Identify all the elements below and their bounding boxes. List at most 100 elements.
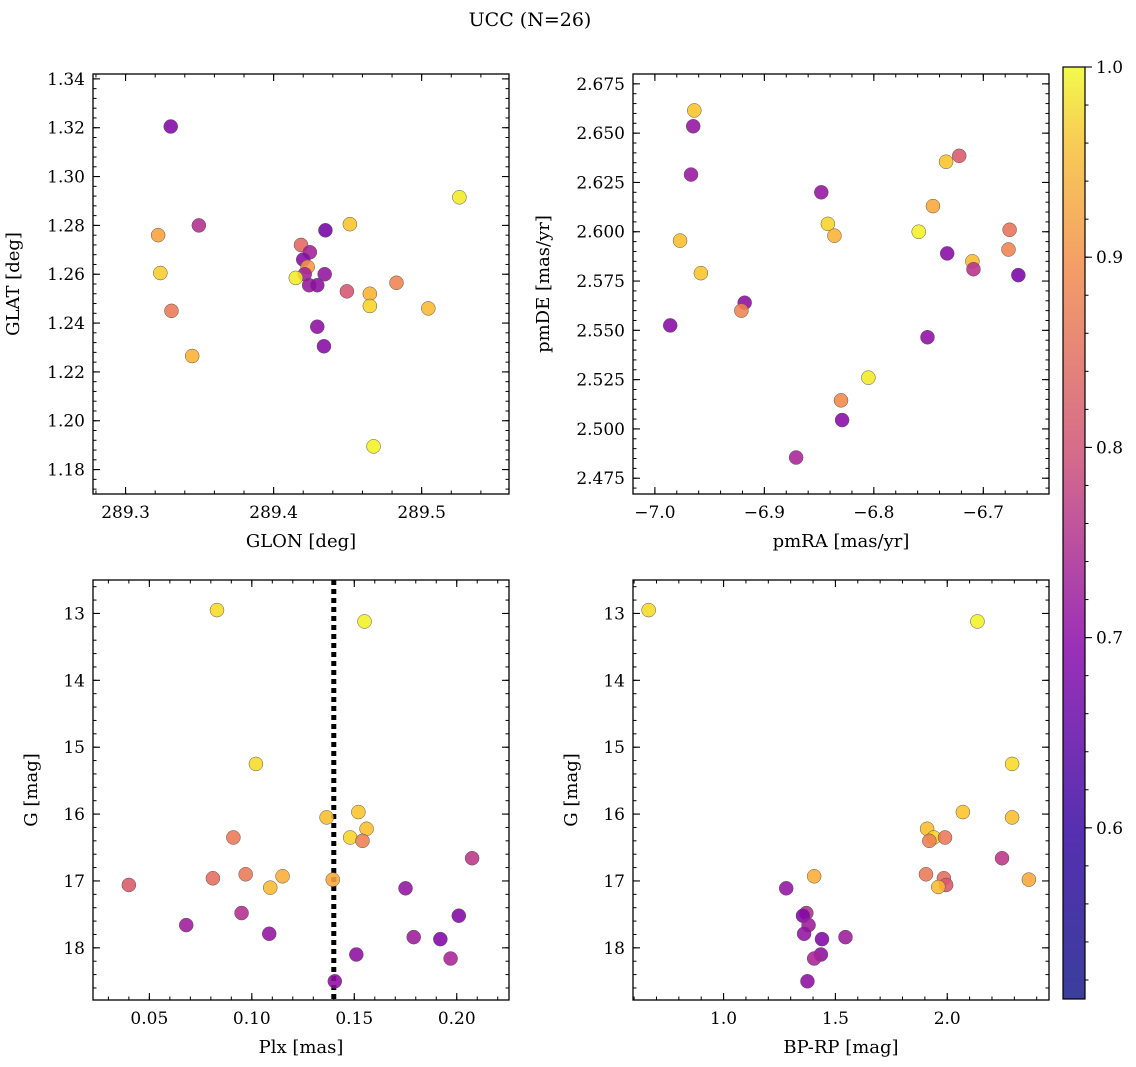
data-point: [184, 348, 200, 364]
data-point: [1021, 872, 1037, 887]
data-point: [389, 275, 404, 291]
x-tick-label: 0.10: [233, 1009, 271, 1029]
data-point: [209, 602, 225, 618]
x-axis-label: BP-RP [mag]: [783, 1037, 898, 1058]
data-point: [920, 329, 935, 345]
data-point: [433, 931, 448, 947]
data-point: [918, 867, 934, 882]
y-tick-label: 2.625: [576, 173, 625, 193]
data-point: [263, 880, 278, 895]
x-tick-label: 289.4: [249, 503, 298, 523]
data-point: [362, 286, 378, 302]
x-tick-label: 289.5: [397, 503, 446, 523]
data-point: [641, 602, 656, 618]
x-tick-label: −6.9: [744, 503, 785, 523]
data-point: [205, 871, 221, 886]
data-point: [806, 951, 822, 966]
data-point: [911, 224, 926, 239]
data-point: [163, 119, 178, 134]
data-point: [806, 869, 822, 884]
data-point: [939, 246, 955, 261]
data-point: [796, 926, 812, 942]
y-tick-label: 18: [63, 939, 85, 959]
x-axis-label: GLON [deg]: [246, 531, 356, 552]
colorbar-tick-label: 0.6: [1096, 819, 1123, 839]
data-point: [421, 301, 436, 316]
data-point: [310, 319, 325, 334]
panel-bprp-g: 1.0 1.5 2.0 13 14 15 16 17 18 BP-RP [mag] G [mag]: [561, 579, 1050, 1058]
data-point: [325, 872, 341, 887]
data-point: [1011, 267, 1026, 283]
data-point: [820, 216, 836, 232]
data-point: [1004, 810, 1020, 825]
colorbar-tick-label: 0.8: [1096, 438, 1123, 458]
data-point: [275, 869, 290, 884]
data-point: [827, 228, 842, 243]
data-point: [191, 218, 207, 233]
data-point: [734, 303, 749, 318]
y-axis-label: pmDE [mas/yr]: [533, 215, 554, 353]
x-axis-label: pmRA [mas/yr]: [773, 531, 910, 552]
data-point: [814, 931, 830, 947]
data-point: [451, 908, 467, 923]
y-tick-label: 17: [603, 872, 625, 892]
data-point: [966, 261, 981, 277]
y-axis-label: G [mag]: [561, 753, 582, 826]
data-point: [366, 439, 381, 454]
data-point: [310, 277, 325, 293]
y-tick-label: 2.650: [576, 124, 625, 144]
figure-title: UCC (N=26): [469, 9, 592, 31]
data-point: [121, 877, 137, 893]
data-point: [683, 167, 699, 182]
colorbar: 0.6 0.7 0.8 0.9 1.0: [1062, 58, 1123, 1000]
data-point: [1001, 242, 1016, 257]
y-tick-label: 14: [603, 671, 625, 691]
data-point: [778, 881, 794, 896]
data-point: [861, 370, 876, 385]
data-point: [955, 804, 971, 820]
y-axis-label: G [mag]: [21, 753, 42, 826]
x-tick-label: 2.0: [934, 1009, 961, 1029]
data-point: [464, 850, 480, 866]
data-point: [339, 284, 355, 299]
axes-frame: [632, 579, 1050, 1001]
data-point: [288, 270, 304, 286]
y-tick-label: 14: [63, 671, 85, 691]
data-point: [164, 303, 179, 319]
panel-glon-glat: 289.3 289.4 289.5 1.18 1.20 1.22 1.24 1.26 1.28 1…: [3, 70, 510, 552]
data-point: [800, 974, 815, 989]
y-tick-label: 1.32: [47, 119, 85, 139]
y-tick-label: 1.28: [47, 216, 85, 236]
data-point: [153, 265, 168, 281]
y-tick-label: 13: [603, 604, 625, 624]
y-tick-label: 1.18: [47, 461, 85, 481]
x-tick-label: 1.0: [710, 1009, 737, 1029]
data-point: [838, 929, 853, 945]
data-point: [319, 810, 334, 825]
data-point: [150, 227, 166, 243]
data-point: [788, 450, 804, 465]
data-point: [938, 154, 954, 169]
y-tick-label: 1.20: [47, 412, 85, 432]
y-tick-label: 16: [603, 805, 625, 825]
x-tick-label: −7.0: [634, 503, 675, 523]
data-point: [238, 867, 253, 882]
data-point: [994, 850, 1010, 866]
data-point: [814, 185, 829, 200]
y-tick-label: 2.525: [576, 371, 625, 391]
data-point: [925, 198, 941, 214]
y-tick-label: 15: [603, 738, 625, 758]
y-tick-label: 15: [63, 738, 85, 758]
data-point: [951, 148, 967, 164]
data-point: [443, 951, 458, 966]
data-point: [398, 881, 413, 896]
data-point: [342, 216, 358, 232]
data-point: [672, 233, 688, 248]
y-tick-label: 2.550: [576, 321, 625, 341]
x-tick-label: −6.7: [963, 503, 1004, 523]
panel-pmra-pmde: −7.0 −6.9 −6.8 −6.7 2.475 2.500 2.525 2.550 2.57…: [533, 73, 1050, 552]
y-tick-label: 1.24: [47, 314, 85, 334]
panel-plx-g: 0.05 0.10 0.15 0.20 13 14 15 16 17 18 Plx [mas] G […: [21, 579, 510, 1058]
x-tick-label: 0.05: [130, 1009, 168, 1029]
